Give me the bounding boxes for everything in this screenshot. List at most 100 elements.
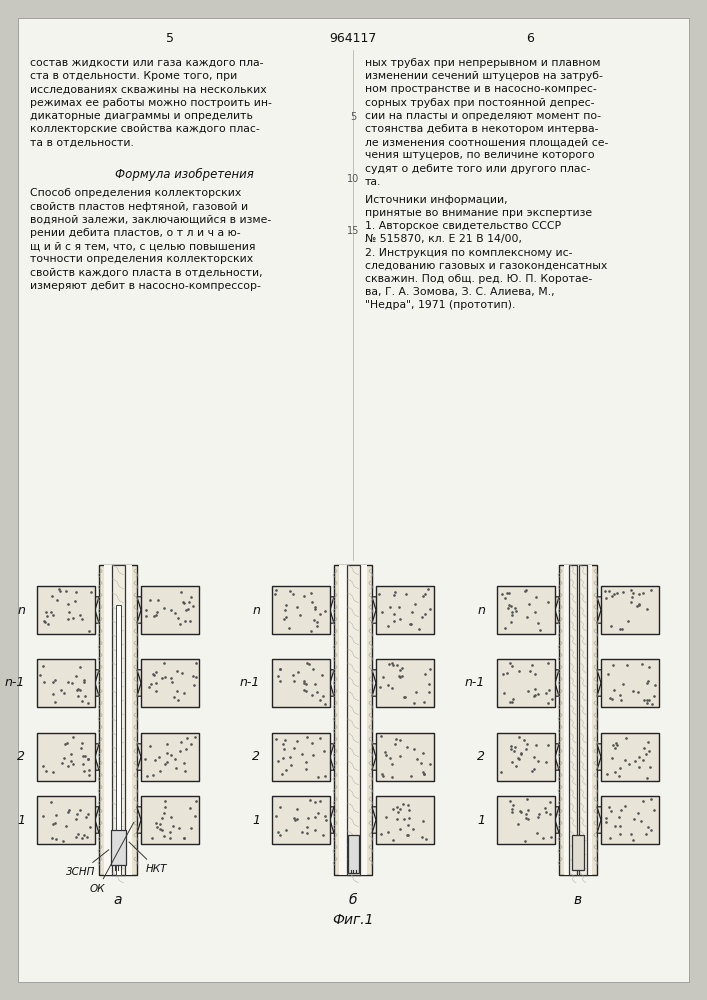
- Text: 2: 2: [252, 750, 260, 764]
- Polygon shape: [62, 744, 99, 770]
- Text: сии на пласты и определяют момент по-: сии на пласты и определяют момент по-: [365, 111, 601, 121]
- Polygon shape: [297, 597, 334, 623]
- Text: 2: 2: [477, 750, 485, 764]
- Polygon shape: [62, 807, 99, 833]
- Text: 1: 1: [477, 814, 485, 826]
- Text: № 515870, кл. Е 21 В 14/00,: № 515870, кл. Е 21 В 14/00,: [365, 234, 522, 244]
- Bar: [115, 605, 120, 875]
- Text: свойств каждого пласта в отдельности,: свойств каждого пласта в отдельности,: [30, 268, 262, 278]
- Polygon shape: [597, 670, 634, 696]
- Polygon shape: [522, 597, 559, 623]
- Text: Источники информации,: Источники информации,: [365, 195, 508, 205]
- Text: точности определения коллекторских: точности определения коллекторских: [30, 254, 253, 264]
- Text: б: б: [349, 893, 357, 907]
- Bar: [141, 659, 199, 707]
- Polygon shape: [137, 807, 174, 833]
- Polygon shape: [522, 744, 559, 770]
- Polygon shape: [137, 670, 174, 696]
- Bar: [112, 565, 124, 875]
- Text: n: n: [17, 603, 25, 616]
- Text: изменении сечений штуцеров на затруб-: изменении сечений штуцеров на затруб-: [365, 71, 603, 81]
- Bar: [579, 565, 587, 875]
- Text: ОК: ОК: [90, 822, 134, 894]
- Bar: [334, 565, 372, 875]
- Text: стоянства дебита в некотором интерва-: стоянства дебита в некотором интерва-: [365, 124, 599, 134]
- Bar: [110, 830, 126, 865]
- Text: 6: 6: [526, 31, 534, 44]
- Bar: [99, 565, 137, 875]
- Bar: [497, 659, 555, 707]
- Bar: [37, 586, 95, 634]
- Text: 15: 15: [347, 226, 359, 236]
- Text: скважин. Под общ. ред. Ю. П. Коротае-: скважин. Под общ. ред. Ю. П. Коротае-: [365, 274, 592, 284]
- Text: та.: та.: [365, 177, 381, 187]
- Text: ном пространстве и в насосно-компрес-: ном пространстве и в насосно-компрес-: [365, 84, 597, 94]
- Polygon shape: [372, 597, 409, 623]
- Text: 2: 2: [17, 750, 25, 764]
- Bar: [497, 733, 555, 781]
- Text: ле изменения соотношения площадей се-: ле изменения соотношения площадей се-: [365, 137, 609, 147]
- Text: свойств пластов нефтяной, газовой и: свойств пластов нефтяной, газовой и: [30, 202, 248, 212]
- Text: 1. Авторское свидетельство СССР: 1. Авторское свидетельство СССР: [365, 221, 561, 231]
- Text: ных трубах при непрерывном и плавном: ных трубах при непрерывном и плавном: [365, 58, 600, 68]
- Bar: [272, 733, 330, 781]
- Polygon shape: [597, 597, 634, 623]
- Text: та в отдельности.: та в отдельности.: [30, 137, 134, 147]
- Text: 5: 5: [350, 112, 356, 122]
- Bar: [569, 565, 577, 875]
- Text: 1: 1: [17, 814, 25, 826]
- Polygon shape: [137, 744, 174, 770]
- Bar: [141, 733, 199, 781]
- Bar: [141, 586, 199, 634]
- Text: НКТ: НКТ: [129, 842, 168, 874]
- Text: исследованиях скважины на нескольких: исследованиях скважины на нескольких: [30, 84, 267, 94]
- Polygon shape: [372, 744, 409, 770]
- Text: дикаторные диаграммы и определить: дикаторные диаграммы и определить: [30, 111, 253, 121]
- Bar: [601, 659, 659, 707]
- Bar: [376, 586, 434, 634]
- Text: чения штуцеров, по величине которого: чения штуцеров, по величине которого: [365, 150, 595, 160]
- Bar: [601, 796, 659, 844]
- Polygon shape: [522, 670, 559, 696]
- Text: n-1: n-1: [240, 676, 260, 690]
- Text: 1: 1: [252, 814, 260, 826]
- Polygon shape: [372, 807, 409, 833]
- Text: 2. Инструкция по комплексному ис-: 2. Инструкция по комплексному ис-: [365, 248, 573, 258]
- Bar: [37, 733, 95, 781]
- Bar: [497, 796, 555, 844]
- Text: состав жидкости или газа каждого пла-: состав жидкости или газа каждого пла-: [30, 58, 264, 68]
- Bar: [376, 659, 434, 707]
- Polygon shape: [597, 807, 634, 833]
- Text: Фиг.1: Фиг.1: [332, 913, 374, 927]
- Bar: [346, 565, 359, 875]
- Bar: [104, 565, 132, 875]
- Text: 10: 10: [347, 174, 359, 184]
- Text: 964117: 964117: [329, 31, 377, 44]
- Bar: [272, 586, 330, 634]
- Polygon shape: [62, 670, 99, 696]
- Bar: [37, 659, 95, 707]
- Text: ва, Г. А. Зомова, З. С. Алиева, М.,: ва, Г. А. Зомова, З. С. Алиева, М.,: [365, 287, 554, 297]
- Text: рении дебита пластов, о т л и ч а ю-: рении дебита пластов, о т л и ч а ю-: [30, 228, 240, 238]
- Bar: [272, 659, 330, 707]
- Text: следованию газовых и газоконденсатных: следованию газовых и газоконденсатных: [365, 261, 607, 271]
- Text: "Недра", 1971 (прототип).: "Недра", 1971 (прототип).: [365, 300, 515, 310]
- Bar: [272, 796, 330, 844]
- Text: водяной залежи, заключающийся в изме-: водяной залежи, заключающийся в изме-: [30, 215, 271, 225]
- Polygon shape: [297, 807, 334, 833]
- Text: щ и й с я тем, что, с целью повышения: щ и й с я тем, что, с целью повышения: [30, 241, 255, 251]
- Polygon shape: [137, 597, 174, 623]
- Bar: [141, 796, 199, 844]
- Bar: [339, 565, 367, 875]
- Bar: [601, 586, 659, 634]
- Text: n: n: [477, 603, 485, 616]
- Polygon shape: [297, 670, 334, 696]
- Bar: [559, 565, 597, 875]
- Bar: [376, 733, 434, 781]
- Text: 5: 5: [166, 31, 174, 44]
- Text: 3СНП: 3СНП: [66, 850, 109, 877]
- Bar: [564, 565, 592, 875]
- Text: принятые во внимание при экспертизе: принятые во внимание при экспертизе: [365, 208, 592, 218]
- Text: коллекторские свойства каждого плас-: коллекторские свойства каждого плас-: [30, 124, 259, 134]
- Text: измеряют дебит в насосно-компрессор-: измеряют дебит в насосно-компрессор-: [30, 281, 261, 291]
